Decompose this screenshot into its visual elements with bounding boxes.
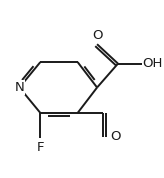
Text: O: O: [92, 29, 102, 42]
Text: F: F: [37, 140, 44, 153]
Text: OH: OH: [143, 57, 163, 70]
Text: N: N: [15, 81, 24, 94]
Text: O: O: [110, 130, 120, 143]
